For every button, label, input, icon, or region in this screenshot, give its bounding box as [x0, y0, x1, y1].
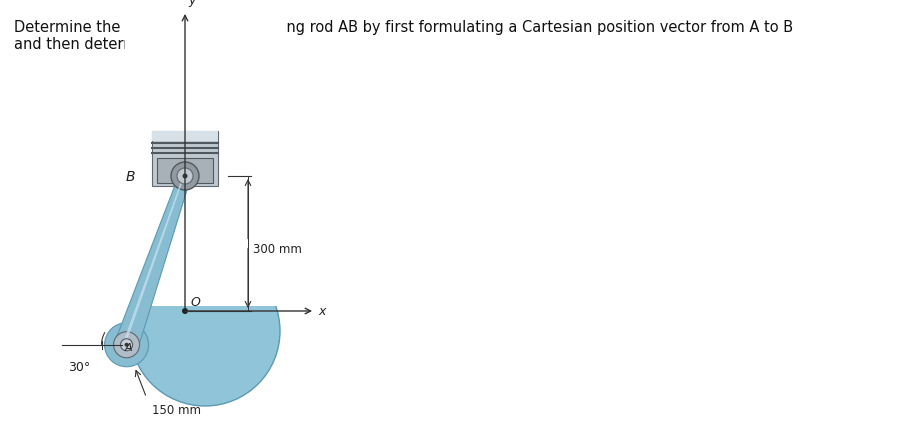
Text: 150 mm: 150 mm: [152, 403, 201, 416]
Bar: [125, 0, 285, 306]
Bar: [152, 132, 218, 187]
Text: x: x: [318, 305, 325, 318]
Circle shape: [182, 308, 188, 314]
Text: and then determining its magnitude.: and then determining its magnitude.: [14, 37, 285, 52]
Text: y: y: [188, 0, 195, 7]
Bar: [140, 2, 150, 187]
Bar: [208, 2, 216, 177]
Circle shape: [105, 323, 149, 367]
Circle shape: [183, 174, 187, 179]
Circle shape: [130, 256, 280, 406]
Text: O: O: [190, 295, 200, 308]
Circle shape: [177, 169, 193, 184]
Circle shape: [124, 343, 129, 347]
Polygon shape: [122, 176, 184, 345]
Circle shape: [121, 339, 132, 351]
Bar: [140, 0, 230, 2]
Bar: [220, 2, 230, 187]
Bar: [150, 2, 220, 82]
Bar: [157, 159, 213, 184]
Polygon shape: [115, 174, 191, 349]
Circle shape: [113, 332, 140, 358]
Bar: [152, 132, 218, 141]
Bar: [150, 2, 220, 187]
Text: A: A: [125, 342, 132, 352]
Text: Determine the length of the connecting rod AB by first formulating a Cartesian p: Determine the length of the connecting r…: [14, 20, 793, 35]
Text: 300 mm: 300 mm: [253, 243, 302, 256]
Text: 30°: 30°: [68, 360, 90, 373]
Circle shape: [171, 163, 199, 191]
Text: B: B: [125, 170, 135, 184]
